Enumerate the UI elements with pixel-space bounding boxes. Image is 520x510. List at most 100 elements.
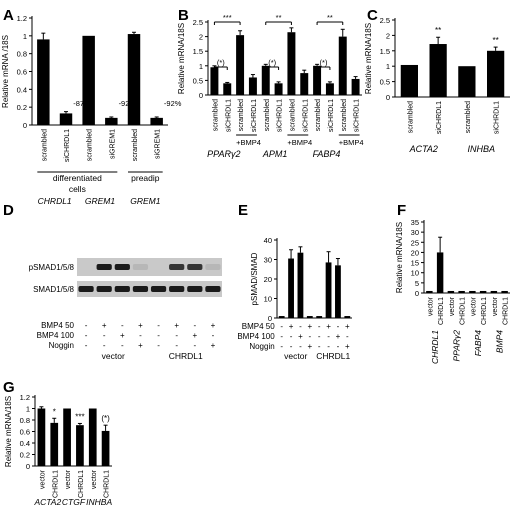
panel-d-condition-mark: + bbox=[138, 341, 143, 350]
panel-b-gene-label: APM1 bbox=[262, 149, 288, 159]
panel-a-bar bbox=[59, 113, 73, 125]
panel-g-y-tick-label: 0.6 bbox=[20, 428, 30, 437]
panel-e-group-label: CHRDL1 bbox=[316, 351, 350, 361]
panel-f-bar bbox=[501, 290, 508, 293]
panel-d-blot-band bbox=[132, 264, 149, 270]
panel-e-bar bbox=[306, 316, 313, 318]
panel-b-x-tick-label: scrambled bbox=[212, 99, 219, 131]
panel-b-treatment-label: +BMP4 bbox=[287, 138, 312, 147]
panel-f-x-tick-label: vector bbox=[427, 296, 434, 316]
panel-c-bar bbox=[400, 64, 418, 97]
panel-d-blot-membrane bbox=[77, 281, 222, 297]
panel-b-significance-label: (*) bbox=[320, 58, 328, 67]
panel-f-bar bbox=[458, 290, 465, 293]
panel-g-significance-label: *** bbox=[75, 412, 84, 421]
panel-f-y-tick-label: 5 bbox=[415, 279, 419, 288]
panel-b-bar bbox=[261, 65, 270, 95]
panel-d-condition-label: Noggin bbox=[49, 341, 74, 350]
panel-b-x-tick-label: siCHRDL1 bbox=[277, 99, 284, 132]
panel-c-y-tick-label: 0 bbox=[386, 93, 390, 102]
panel-d-condition-label: BMP4 50 bbox=[41, 321, 74, 330]
panel-d-condition-mark: - bbox=[193, 321, 196, 330]
panel-d-condition-mark: + bbox=[192, 331, 197, 340]
panel-e-condition-label: BMP4 50 bbox=[242, 322, 275, 331]
panel-e-condition-mark: - bbox=[299, 342, 302, 351]
panel-b-x-tick-label: siCHRDL1 bbox=[328, 99, 335, 132]
panel-a-gene-label: GREM1 bbox=[130, 196, 161, 206]
panel-c-y-tick-label: 1 bbox=[386, 62, 390, 71]
panel-d-blot-band bbox=[96, 286, 112, 292]
panel-d-blot-band bbox=[169, 264, 185, 270]
panel-a-x-tick-label: siGREM1 bbox=[109, 129, 116, 159]
panel-a-bar bbox=[150, 117, 163, 125]
panel-d-condition-mark: + bbox=[174, 321, 179, 330]
panel-g-x-tick-label: vector bbox=[65, 469, 72, 489]
panel-a-y-tick-label: 0 bbox=[23, 121, 27, 130]
panel-letter-d: D bbox=[3, 202, 14, 219]
panel-e-condition-mark: - bbox=[337, 342, 340, 351]
panel-a-y-tick-label: 1.2 bbox=[17, 14, 27, 23]
panel-f-x-tick-label: CHRDL1 bbox=[438, 297, 445, 325]
panel-e-condition-mark: - bbox=[346, 332, 349, 341]
panel-a-x-tick-label: siCHRDL1 bbox=[64, 129, 71, 162]
panel-a-bar bbox=[127, 34, 141, 125]
panel-g-y-axis-label: Relative mRNA/18S bbox=[4, 396, 13, 467]
panel-e-condition-mark: + bbox=[326, 322, 331, 331]
panel-b-x-tick-label: scrambled bbox=[264, 99, 271, 131]
panel-e-condition-mark: + bbox=[307, 342, 312, 351]
panel-g-significance-label: * bbox=[53, 407, 56, 416]
panel-b-x-tick-label: siCHRDL1 bbox=[302, 99, 309, 132]
panel-b-bar bbox=[248, 77, 257, 95]
panel-c-y-tick-label: 1.5 bbox=[380, 47, 390, 56]
panel-f-gene-label: FABP4 bbox=[473, 330, 483, 357]
panel-d-blot-band bbox=[205, 286, 221, 292]
panel-a-bar bbox=[105, 117, 118, 125]
panel-d-condition-mark: + bbox=[211, 341, 216, 350]
panel-c-bar bbox=[487, 50, 505, 97]
panel-e-condition-mark: + bbox=[298, 332, 303, 341]
panel-e-condition-mark: + bbox=[307, 322, 312, 331]
panel-e-bar bbox=[344, 316, 351, 318]
panel-a-x-tick-label: scrambled bbox=[132, 129, 139, 161]
panel-e-condition-mark: - bbox=[308, 332, 311, 341]
panel-b-x-tick-label: siCHRDL1 bbox=[354, 99, 361, 132]
panel-e-bar bbox=[288, 258, 294, 318]
panel-f-bar bbox=[447, 290, 455, 293]
panel-e-condition-mark: + bbox=[345, 342, 350, 351]
panel-a-group-label: cells bbox=[69, 184, 86, 194]
panel-g-y-tick-label: 0.4 bbox=[20, 439, 30, 448]
panel-d-blot-band bbox=[187, 264, 203, 270]
panel-d-condition-mark: - bbox=[103, 341, 106, 350]
panel-b-bar bbox=[300, 73, 309, 95]
panel-d-blot-membrane bbox=[77, 258, 222, 276]
panel-e-bar bbox=[278, 316, 285, 318]
panel-d-group-label: vector bbox=[102, 351, 125, 361]
panel-a-group-label: differentiated bbox=[53, 173, 102, 183]
panel-d-condition-mark: - bbox=[121, 321, 124, 330]
panel-b-x-tick-label: scrambled bbox=[315, 99, 322, 131]
panel-b-x-tick-label: siCHRDL1 bbox=[225, 99, 232, 132]
panel-d-group-label: CHRDL1 bbox=[169, 351, 203, 361]
panel-f-bar bbox=[479, 290, 487, 293]
panel-c-gene-label: INHBA bbox=[467, 144, 495, 154]
panel-letter-b: B bbox=[178, 7, 189, 24]
panel-b-significance-label: (*) bbox=[217, 58, 225, 67]
panel-a-x-tick-label: scrambled bbox=[41, 129, 48, 161]
panel-g-bar bbox=[76, 425, 84, 466]
panel-e-condition-mark: + bbox=[289, 322, 294, 331]
panel-b-y-tick-label: 1.5 bbox=[193, 47, 203, 56]
panel-b-significance-label: ** bbox=[276, 13, 282, 22]
panel-c-bar bbox=[458, 66, 476, 97]
panel-g-gene-label: ACTA2 bbox=[33, 497, 61, 507]
panel-a-percent-annotation: -87% bbox=[73, 99, 91, 108]
panel-e-condition-mark: - bbox=[290, 332, 293, 341]
panel-g-gene-label: INHBA bbox=[86, 497, 112, 507]
panel-c-y-tick-label: 2 bbox=[386, 31, 390, 40]
panel-d-condition-mark: + bbox=[211, 321, 216, 330]
panel-e-condition-mark: - bbox=[280, 342, 283, 351]
panel-e-y-tick-label: 30 bbox=[264, 256, 272, 265]
panel-letter-a: A bbox=[3, 7, 14, 24]
panel-a-y-tick-label: 1 bbox=[23, 32, 27, 41]
panel-g-y-tick-label: 0.8 bbox=[20, 416, 30, 425]
panel-b-bar bbox=[223, 83, 232, 95]
